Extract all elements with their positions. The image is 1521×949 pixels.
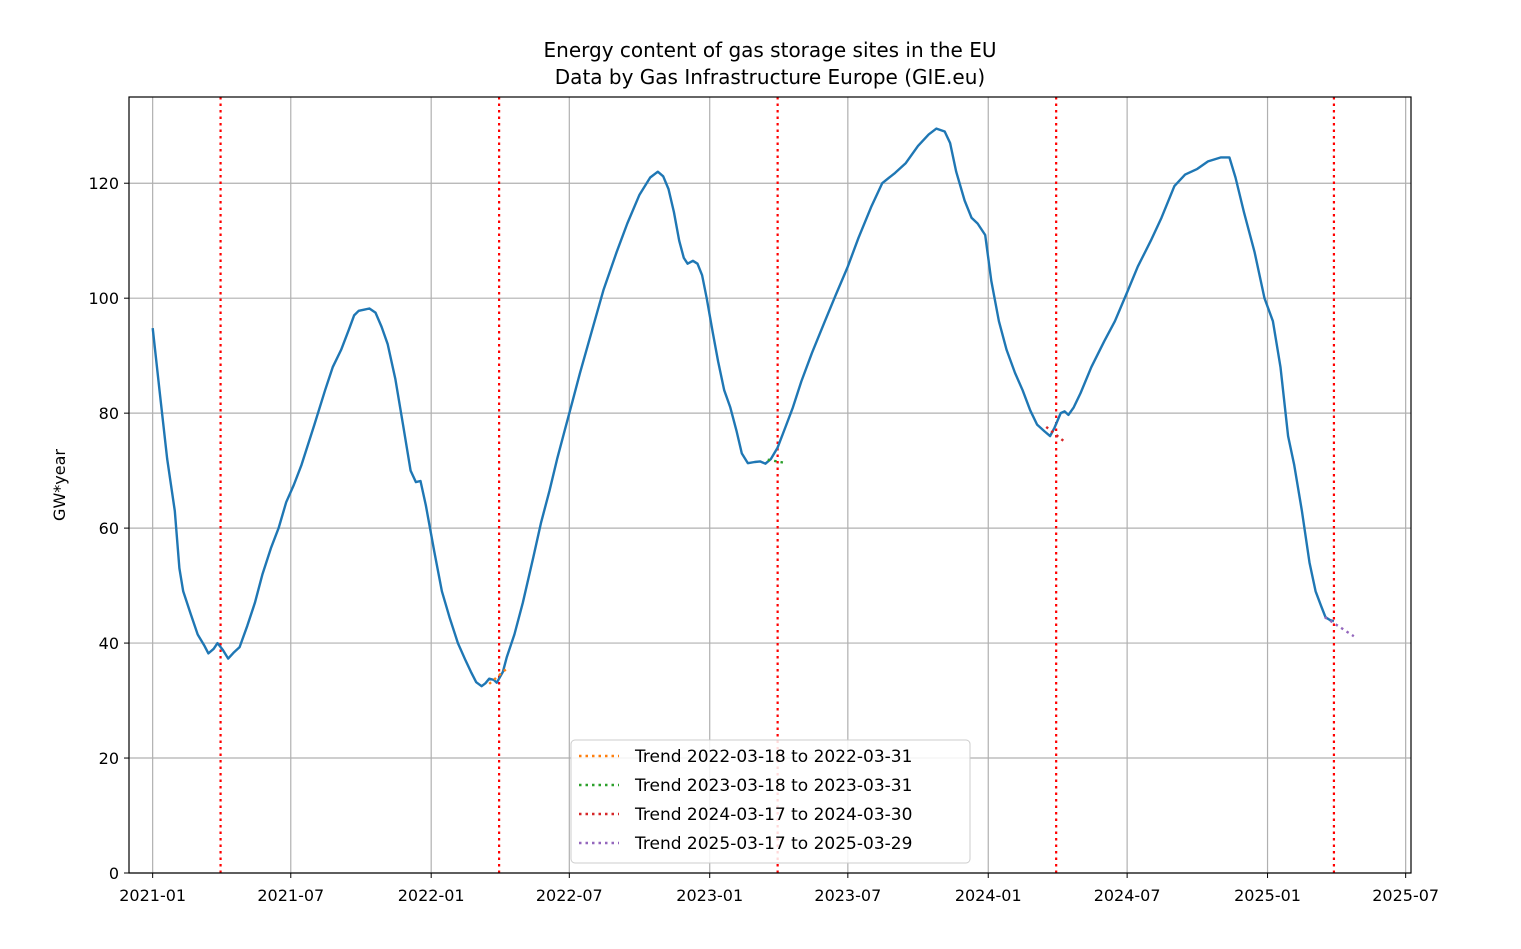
main-series bbox=[151, 127, 1335, 688]
legend-box bbox=[570, 739, 971, 864]
x-tick-label: 2025-01 bbox=[1234, 886, 1301, 905]
y-tick-label: 0 bbox=[109, 864, 119, 883]
legend-label: Trend 2022-03-18 to 2022-03-31 bbox=[634, 747, 912, 767]
x-tick-label: 2021-01 bbox=[119, 886, 186, 905]
x-tick-label: 2021-07 bbox=[257, 886, 324, 905]
chart-title: Energy content of gas storage sites in t… bbox=[544, 38, 997, 62]
y-tick-label: 100 bbox=[88, 289, 119, 308]
trend-lines bbox=[488, 425, 1355, 685]
x-tick-label: 2025-07 bbox=[1372, 886, 1439, 905]
plot-frame bbox=[128, 96, 1412, 874]
legend-label: Trend 2025-03-17 to 2025-03-29 bbox=[634, 834, 912, 854]
x-tick-label: 2022-01 bbox=[398, 886, 465, 905]
trend-series-line bbox=[1045, 425, 1067, 444]
legend-label: Trend 2023-03-18 to 2023-03-31 bbox=[634, 776, 912, 796]
legend-label: Trend 2024-03-17 to 2024-03-30 bbox=[634, 805, 912, 825]
y-axis-label: GW*year bbox=[50, 449, 69, 521]
chart-subtitle: Data by Gas Infrastructure Europe (GIE.e… bbox=[555, 65, 985, 89]
y-tick-label: 80 bbox=[99, 404, 119, 423]
x-tick-label: 2024-07 bbox=[1094, 886, 1161, 905]
x-tick-label: 2024-01 bbox=[955, 886, 1022, 905]
x-tick-label: 2023-01 bbox=[676, 886, 743, 905]
y-tick-label: 20 bbox=[99, 749, 119, 768]
legend: Trend 2022-03-18 to 2022-03-31 Trend 2023… bbox=[570, 739, 971, 864]
y-tick-label: 120 bbox=[88, 174, 119, 193]
x-tick-label: 2023-07 bbox=[814, 886, 881, 905]
y-tick-label: 40 bbox=[99, 634, 119, 653]
y-tick-label: 60 bbox=[99, 519, 119, 538]
axes-ticks: 2021-01 2021-07 2022-01 2022-07 2023-01 2023-… bbox=[88, 174, 1439, 905]
trend-series-line bbox=[488, 666, 510, 685]
main-series-line bbox=[151, 127, 1335, 688]
x-tick-label: 2022-07 bbox=[536, 886, 603, 905]
